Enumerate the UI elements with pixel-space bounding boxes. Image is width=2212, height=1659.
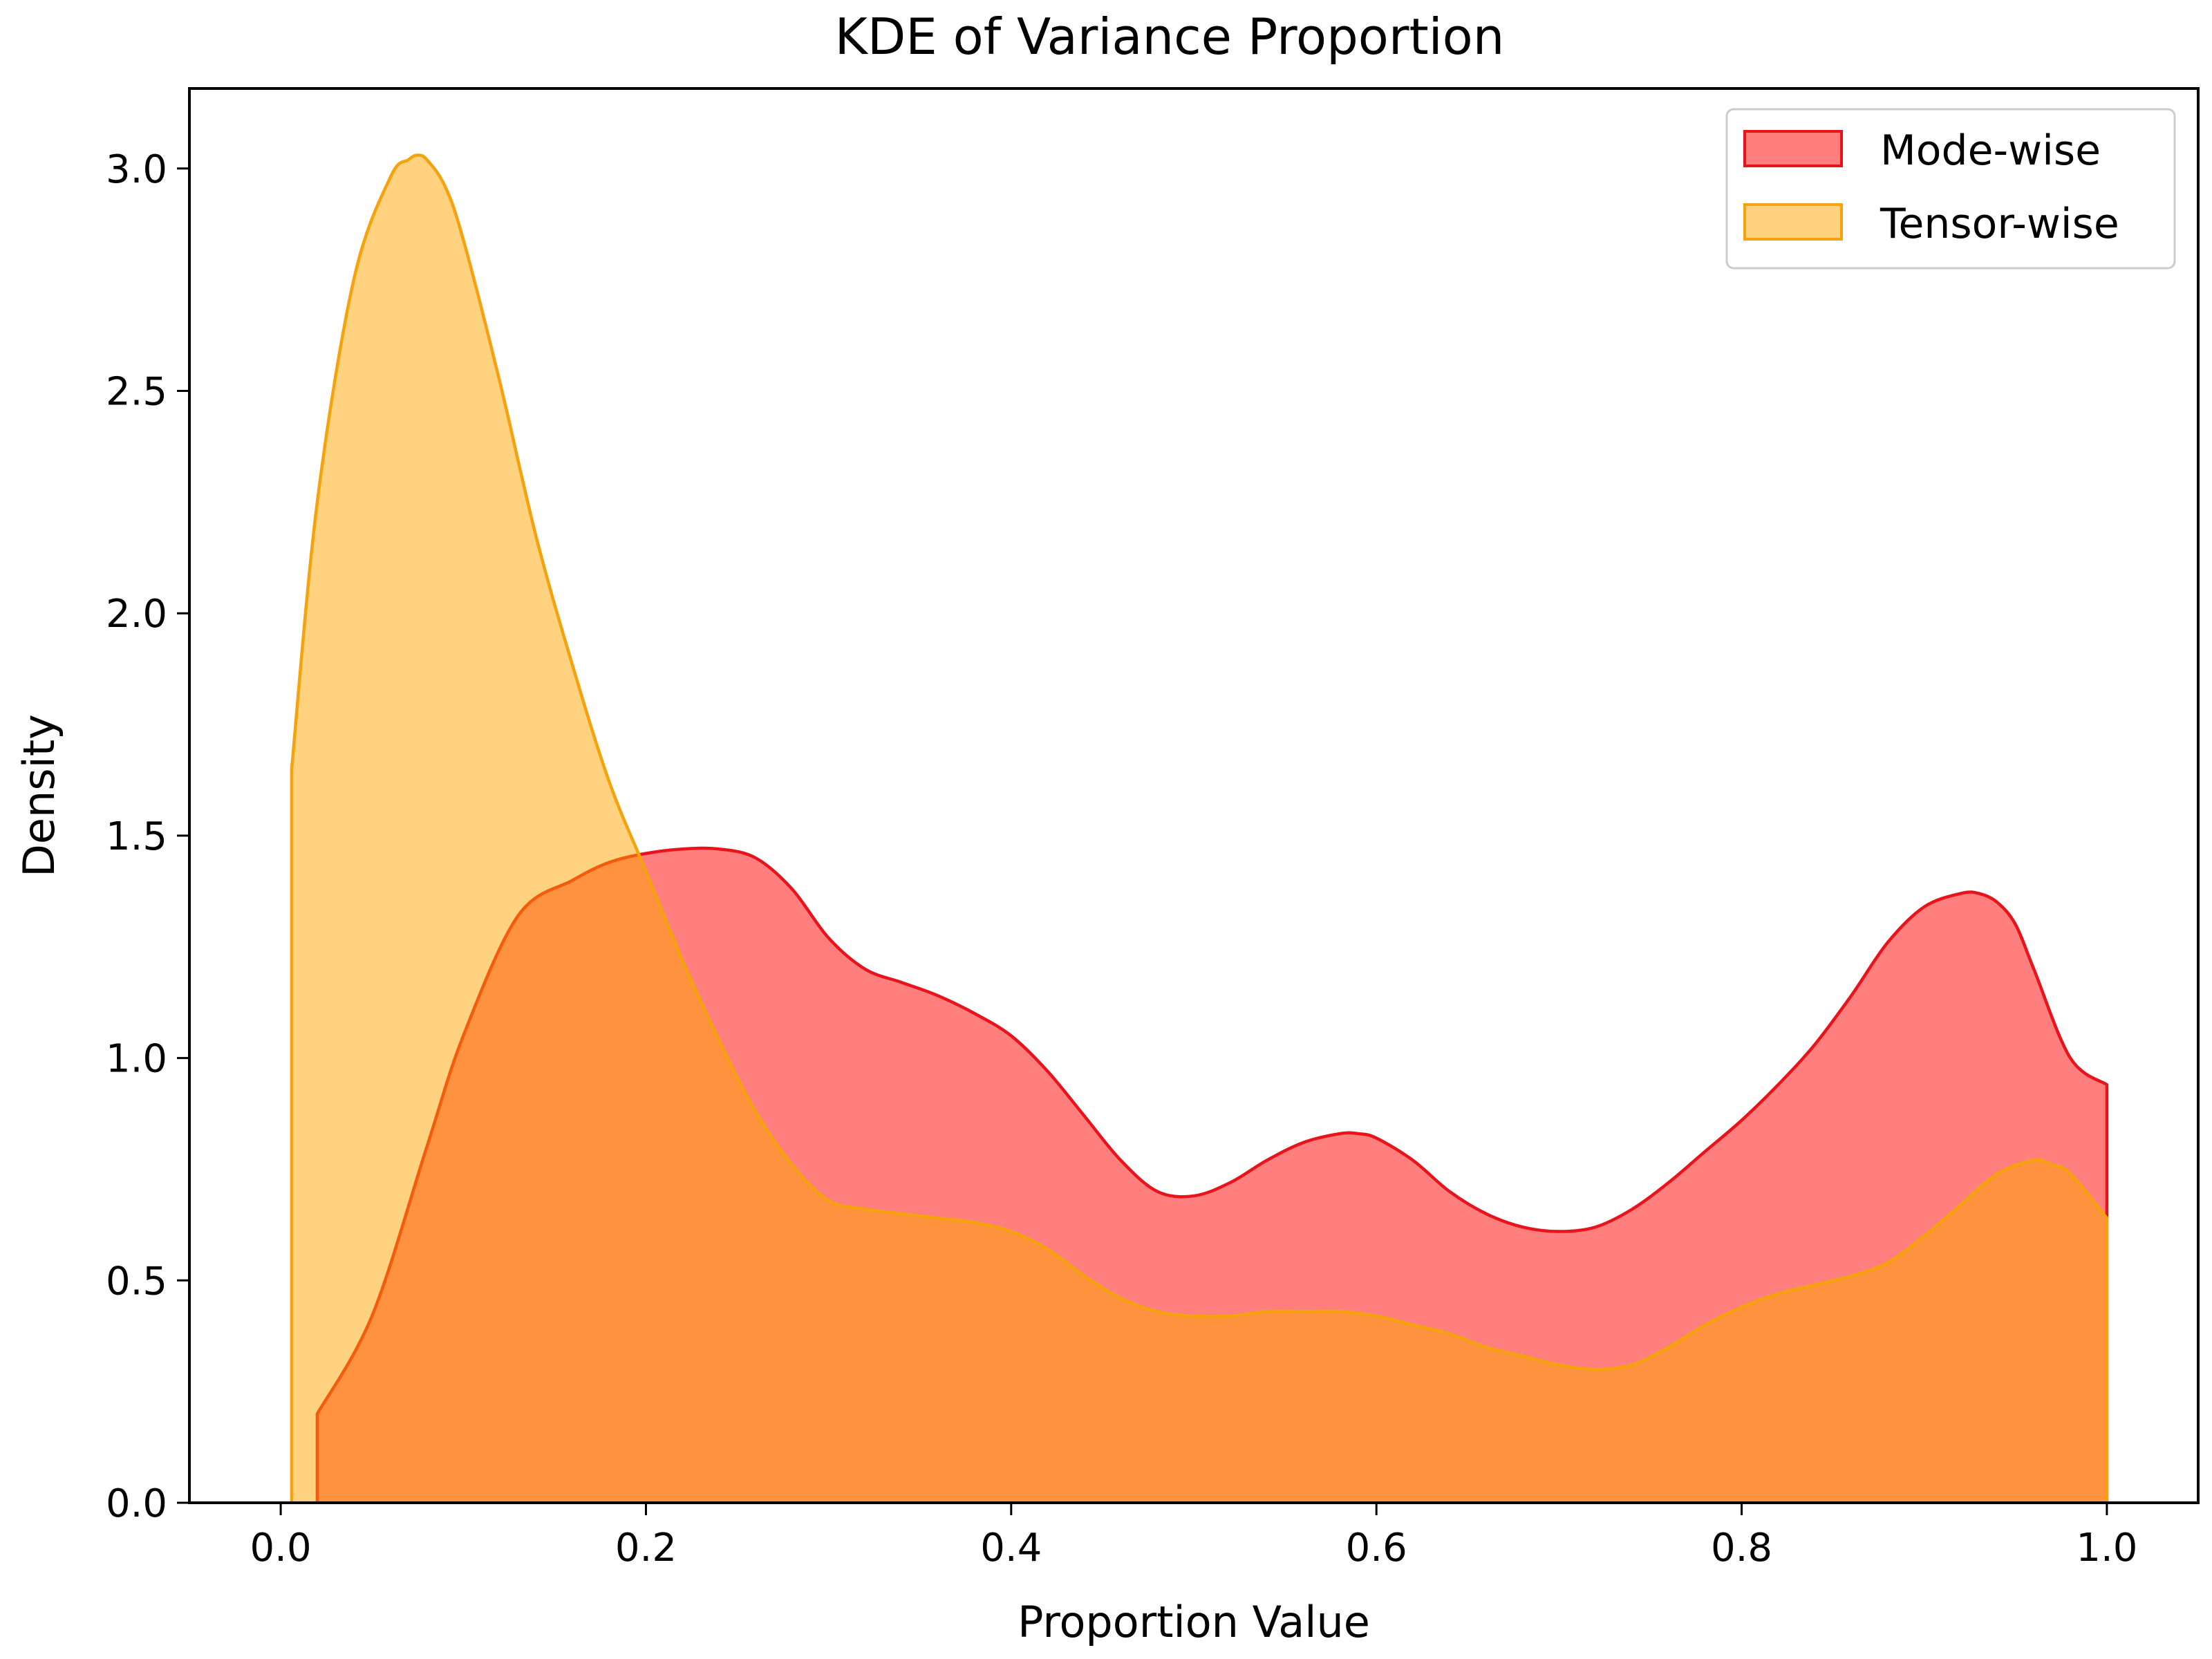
- series-area-tensor-wise: [291, 155, 2107, 1503]
- y-tick-label: 1.5: [106, 814, 167, 859]
- y-tick-label: 0.0: [106, 1481, 167, 1526]
- plot-frame: [188, 87, 2200, 1504]
- legend-swatch-tensor-wise: [1743, 203, 1843, 241]
- x-tick-label: 0.2: [615, 1526, 677, 1571]
- x-axis-label: Proportion Value: [1018, 1597, 1370, 1647]
- series-layer: [290, 153, 2109, 1503]
- legend-swatch-mode-wise: [1743, 130, 1843, 167]
- x-tick-label: 0.8: [1711, 1526, 1772, 1571]
- chart-title: KDE of Variance Proportion: [835, 8, 1505, 66]
- x-axis: 0.0 0.2 0.4 0.6 0.8 1.0: [250, 1503, 2137, 1571]
- x-tick-label: 0.0: [250, 1526, 312, 1571]
- y-axis-label: Density: [14, 714, 64, 877]
- y-tick-label: 3.0: [106, 147, 167, 192]
- series-line-tensor-wise: [290, 153, 2109, 1503]
- y-axis: 0.0 0.5 1.0 1.5 2.0 2.5 3.0: [106, 147, 189, 1526]
- y-tick-label: 1.0: [106, 1037, 167, 1082]
- y-tick-label: 0.5: [106, 1259, 167, 1304]
- x-tick-label: 0.6: [1346, 1526, 1407, 1571]
- x-tick-label: 1.0: [2076, 1526, 2137, 1571]
- y-tick-label: 2.5: [106, 370, 167, 415]
- legend-label-tensor-wise: Tensor-wise: [1880, 200, 2119, 248]
- y-tick-label: 2.0: [106, 592, 167, 637]
- legend-label-mode-wise: Mode-wise: [1880, 126, 2101, 175]
- legend: Mode-wise Tensor-wise: [1725, 108, 2176, 270]
- x-tick-label: 0.4: [980, 1526, 1042, 1571]
